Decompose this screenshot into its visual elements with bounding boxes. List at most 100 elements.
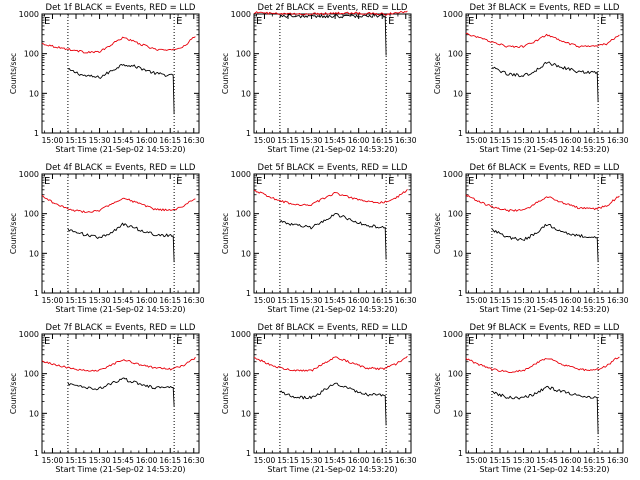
event-marker-label: E (44, 176, 50, 187)
plot-frame (253, 173, 412, 294)
y-tick-label: 1 (34, 449, 39, 458)
x-tick-label: 15:30 (301, 296, 323, 305)
series-events-line (491, 223, 599, 263)
x-axis-label: Start Time (21-Sep-02 14:53:20) (479, 145, 609, 154)
series-events-line (491, 385, 599, 435)
x-tick-label: 16:30 (607, 456, 629, 465)
x-tick-label: 15:15 (489, 296, 511, 305)
x-tick-label: 16:15 (583, 136, 605, 145)
series-lld-line (41, 36, 196, 54)
chart-title: Det 6f BLACK = Events, RED = LLD (470, 163, 620, 173)
y-axis-label: Counts/sec (433, 373, 442, 414)
y-axis-label: Counts/sec (433, 213, 442, 254)
x-tick-label: 15:30 (89, 136, 111, 145)
chart-title: Det 4f BLACK = Events, RED = LLD (46, 163, 196, 173)
x-tick-label: 15:45 (112, 456, 134, 465)
y-tick-label: 100 (24, 210, 39, 219)
x-tick-label: 15:15 (277, 456, 299, 465)
chart-title: Det 2f BLACK = Events, RED = LLD (258, 3, 408, 13)
chart-title: Det 7f BLACK = Events, RED = LLD (46, 323, 196, 333)
series-lld-line (465, 356, 620, 374)
plot-frame (41, 173, 200, 294)
x-tick-label: 16:15 (583, 296, 605, 305)
chart-panel-6: Det 6f BLACK = Events, RED = LLD 1 10 100 10… (433, 163, 629, 314)
x-tick-label: 15:45 (324, 136, 346, 145)
x-tick-label: 16:00 (136, 296, 158, 305)
series-lld-line (465, 194, 620, 212)
y-tick-label: 1000 (443, 330, 463, 339)
x-tick-label: 16:00 (136, 136, 158, 145)
x-tick-label: 15:45 (112, 296, 134, 305)
x-tick-label: 15:30 (89, 296, 111, 305)
x-tick-label: 16:15 (159, 296, 181, 305)
y-tick-label: 100 (448, 210, 463, 219)
x-axis-label: Start Time (21-Sep-02 14:53:20) (267, 305, 397, 314)
y-tick-label: 10 (241, 89, 251, 98)
y-axis-label: Counts/sec (221, 53, 230, 94)
series-events-line (67, 222, 175, 263)
y-axis-label: Counts/sec (221, 213, 230, 254)
y-tick-label: 10 (453, 409, 463, 418)
x-tick-label: 15:30 (89, 456, 111, 465)
event-marker-label: E (600, 336, 606, 347)
x-tick-label: 16:30 (395, 136, 417, 145)
x-tick-label: 15:00 (254, 456, 276, 465)
y-tick-label: 10 (453, 89, 463, 98)
chart-title: Det 9f BLACK = Events, RED = LLD (470, 323, 620, 333)
x-tick-label: 15:15 (489, 456, 511, 465)
x-axis-label: Start Time (21-Sep-02 14:53:20) (479, 465, 609, 474)
y-tick-label: 100 (448, 50, 463, 59)
event-marker-label: E (468, 336, 474, 347)
event-marker-label: E (256, 176, 262, 187)
x-tick-label: 16:00 (560, 296, 582, 305)
y-tick-label: 10 (29, 409, 39, 418)
x-tick-label: 15:45 (536, 136, 558, 145)
x-tick-label: 15:15 (65, 136, 87, 145)
y-tick-label: 1000 (231, 330, 251, 339)
x-tick-label: 15:45 (324, 296, 346, 305)
x-tick-label: 16:15 (371, 136, 393, 145)
x-tick-label: 16:00 (136, 456, 158, 465)
series-events-line (279, 13, 387, 56)
x-tick-label: 15:00 (42, 136, 64, 145)
y-tick-label: 100 (236, 50, 251, 59)
plot-frame (465, 13, 624, 134)
chart-title: Det 5f BLACK = Events, RED = LLD (258, 163, 408, 173)
y-tick-label: 100 (448, 370, 463, 379)
event-marker-label: E (176, 336, 182, 347)
x-tick-label: 16:00 (348, 296, 370, 305)
y-tick-label: 1000 (443, 10, 463, 19)
y-tick-label: 10 (241, 409, 251, 418)
x-tick-label: 15:15 (65, 456, 87, 465)
x-tick-label: 15:15 (489, 136, 511, 145)
x-tick-label: 16:30 (395, 456, 417, 465)
event-marker-label: E (44, 16, 50, 27)
y-tick-label: 1000 (231, 10, 251, 19)
x-tick-label: 16:00 (348, 456, 370, 465)
y-tick-label: 1000 (19, 170, 39, 179)
y-axis-label: Counts/sec (433, 53, 442, 94)
y-tick-label: 10 (29, 89, 39, 98)
x-tick-label: 15:00 (254, 136, 276, 145)
chart-title: Det 8f BLACK = Events, RED = LLD (258, 323, 408, 333)
x-tick-label: 16:15 (159, 136, 181, 145)
event-marker-label: E (176, 176, 182, 187)
x-axis-label: Start Time (21-Sep-02 14:53:20) (479, 305, 609, 314)
x-tick-label: 15:30 (513, 296, 535, 305)
x-tick-label: 16:15 (371, 296, 393, 305)
x-tick-label: 15:15 (277, 296, 299, 305)
y-tick-label: 1000 (19, 10, 39, 19)
y-axis-label: Counts/sec (221, 373, 230, 414)
plot-frame (253, 333, 412, 454)
x-axis-label: Start Time (21-Sep-02 14:53:20) (55, 305, 185, 314)
x-tick-label: 16:30 (395, 296, 417, 305)
y-axis-label: Counts/sec (9, 53, 18, 94)
event-marker-label: E (388, 176, 394, 187)
x-tick-label: 15:45 (536, 296, 558, 305)
event-marker-label: E (256, 16, 262, 27)
x-tick-label: 15:30 (301, 136, 323, 145)
series-lld-line (253, 355, 408, 372)
x-tick-label: 15:00 (466, 136, 488, 145)
y-tick-label: 1 (458, 129, 463, 138)
